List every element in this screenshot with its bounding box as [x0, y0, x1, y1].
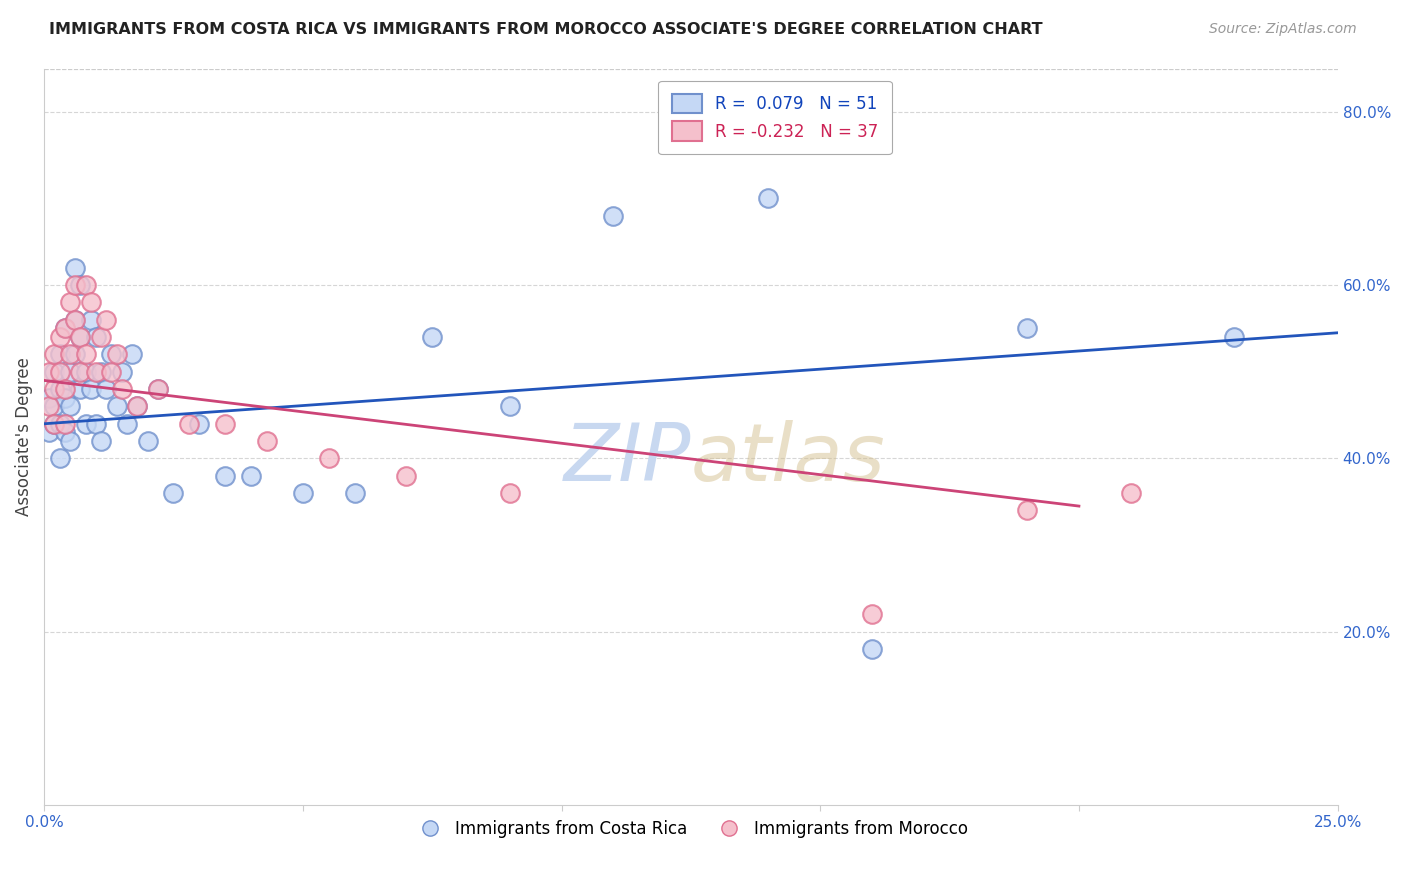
Point [111, 365, 134, 379]
Point [53, 321, 76, 335]
Point [96, 313, 118, 327]
Point [59, 400, 82, 414]
Point [395, 468, 418, 483]
Text: ZIP: ZIP [564, 420, 690, 498]
Point [84, 330, 107, 344]
Point [162, 486, 184, 500]
Point [69, 330, 91, 344]
Point [75, 278, 97, 293]
Point [48, 417, 70, 431]
Point [90, 330, 112, 344]
Point [38, 391, 60, 405]
Point [53, 382, 76, 396]
Point [90, 434, 112, 449]
Point [69, 330, 91, 344]
Point [53, 417, 76, 431]
Point [48, 365, 70, 379]
Point [38, 365, 60, 379]
Point [63, 313, 86, 327]
Point [1223, 330, 1246, 344]
Point [79, 313, 101, 327]
Point [127, 400, 149, 414]
Point [63, 278, 86, 293]
Point [127, 400, 149, 414]
Point [44, 382, 66, 396]
Point [63, 313, 86, 327]
Point [96, 382, 118, 396]
Point [420, 330, 443, 344]
Point [115, 417, 138, 431]
Point [53, 321, 76, 335]
Point [69, 382, 91, 396]
Point [75, 417, 97, 431]
Point [48, 347, 70, 361]
Point [53, 425, 76, 440]
Point [214, 468, 236, 483]
Point [318, 451, 340, 466]
Text: Source: ZipAtlas.com: Source: ZipAtlas.com [1209, 22, 1357, 37]
Point [44, 417, 66, 431]
Point [602, 209, 624, 223]
Point [69, 365, 91, 379]
Point [84, 365, 107, 379]
Point [1017, 503, 1039, 517]
Point [59, 295, 82, 310]
Point [44, 347, 66, 361]
Point [53, 391, 76, 405]
Point [343, 486, 366, 500]
Point [63, 347, 86, 361]
Point [860, 607, 883, 622]
Point [59, 434, 82, 449]
Point [240, 468, 263, 483]
Text: atlas: atlas [690, 420, 886, 498]
Point [44, 365, 66, 379]
Point [84, 417, 107, 431]
Point [79, 295, 101, 310]
Point [100, 347, 122, 361]
Point [90, 365, 112, 379]
Point [136, 434, 159, 449]
Point [758, 192, 780, 206]
Point [69, 278, 91, 293]
Point [100, 365, 122, 379]
Point [48, 382, 70, 396]
Point [291, 486, 314, 500]
Point [111, 382, 134, 396]
Y-axis label: Associate's Degree: Associate's Degree [15, 358, 32, 516]
Point [48, 451, 70, 466]
Point [256, 434, 278, 449]
Point [44, 417, 66, 431]
Point [121, 347, 143, 361]
Point [59, 347, 82, 361]
Point [1017, 321, 1039, 335]
Point [75, 365, 97, 379]
Point [59, 365, 82, 379]
Point [188, 417, 211, 431]
Point [38, 425, 60, 440]
Point [79, 382, 101, 396]
Point [499, 486, 522, 500]
Point [105, 347, 128, 361]
Point [146, 382, 169, 396]
Point [1119, 486, 1142, 500]
Point [44, 400, 66, 414]
Point [48, 330, 70, 344]
Point [214, 417, 236, 431]
Point [75, 347, 97, 361]
Point [146, 382, 169, 396]
Point [499, 400, 522, 414]
Text: IMMIGRANTS FROM COSTA RICA VS IMMIGRANTS FROM MOROCCO ASSOCIATE'S DEGREE CORRELA: IMMIGRANTS FROM COSTA RICA VS IMMIGRANTS… [49, 22, 1043, 37]
Point [105, 400, 128, 414]
Point [758, 87, 780, 102]
Point [38, 400, 60, 414]
Point [63, 260, 86, 275]
Point [177, 417, 200, 431]
Legend: Immigrants from Costa Rica, Immigrants from Morocco: Immigrants from Costa Rica, Immigrants f… [406, 814, 974, 845]
Point [860, 642, 883, 657]
